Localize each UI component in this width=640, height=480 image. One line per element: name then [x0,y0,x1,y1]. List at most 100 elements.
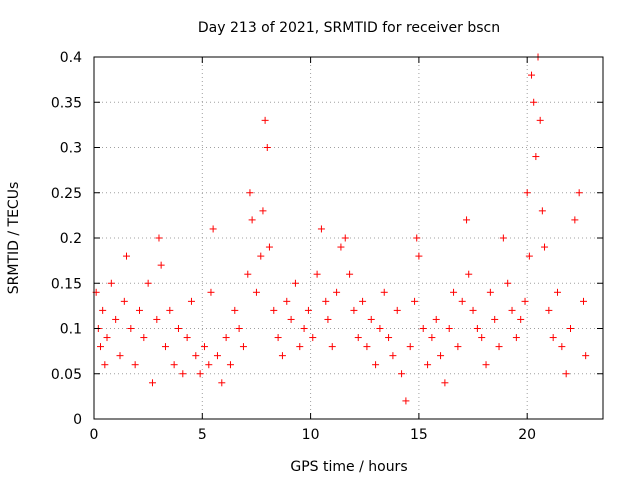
data-point [179,370,187,378]
data-point [523,189,531,197]
data-point [463,216,471,224]
data-point [406,343,414,351]
data-point [278,352,286,360]
data-point [402,397,410,405]
data-point [170,361,178,369]
data-point [196,370,204,378]
x-tick-label: 10 [302,427,320,443]
data-point [372,361,380,369]
data-point [437,352,445,360]
y-tick-label: 0.35 [51,95,82,111]
data-point [263,144,271,151]
data-point [261,116,269,124]
data-point [192,352,200,360]
data-point [445,325,453,332]
data-point [571,216,579,224]
data-point [376,325,384,332]
data-point [309,334,317,342]
data-point [530,98,538,106]
data-point [324,315,332,323]
x-axis-ticks: 0 5 10 15 20 [90,57,536,443]
data-point [495,343,503,351]
y-tick-label: 0.25 [51,186,82,202]
data-point [291,279,299,287]
data-point [558,343,566,351]
data-point [231,306,239,314]
data-point [538,207,546,215]
data-point [528,71,536,79]
data-point [389,352,397,360]
data-point [328,343,336,351]
data-point [99,306,107,314]
data-point [166,306,174,314]
data-point [393,306,401,314]
data-point [567,325,575,332]
data-point [549,334,557,342]
data-point [541,243,549,251]
data-point [246,189,254,197]
y-tick-label: 0 [73,412,82,428]
data-point [491,315,499,323]
y-tick-label: 0.3 [60,141,82,157]
data-point [304,306,312,314]
data-point [300,325,308,332]
data-point [413,234,421,242]
data-point [313,270,321,278]
data-point [473,325,481,332]
data-point [482,361,490,369]
data-point [545,306,553,314]
data-point [157,261,165,269]
data-point [508,306,516,314]
data-point [478,334,486,342]
y-tick-label: 0.05 [51,367,82,383]
data-point [517,315,525,323]
x-tick-label: 5 [198,427,207,443]
data-point [536,116,544,124]
data-point [287,315,295,323]
data-point [346,270,354,278]
data-point [441,379,449,387]
data-point [222,334,230,342]
data-point [367,315,375,323]
data-point [465,270,473,278]
data-point [259,207,267,215]
data-point [148,379,156,387]
data-point [432,315,440,323]
data-point [207,288,215,296]
data-point [107,279,115,287]
data-points [92,53,590,405]
data-point [174,325,182,332]
data-point [252,288,260,296]
data-point [380,288,388,296]
data-point [235,325,243,332]
data-point [428,334,436,342]
data-point [512,334,520,342]
data-point [525,252,533,260]
data-point [296,343,304,351]
data-point [419,325,427,332]
data-point [96,343,104,351]
data-point [532,153,540,161]
data-point [424,361,432,369]
y-tick-label: 0.2 [60,231,82,247]
data-point [265,243,273,251]
data-point [270,306,278,314]
data-point [415,252,423,260]
y-tick-label: 0.15 [51,276,82,292]
y-axis-ticks: 0 0.05 0.1 0.15 0.2 0.25 0.3 0.35 0.4 [51,50,603,428]
data-point [454,343,462,351]
data-point [333,288,341,296]
y-tick-label: 0.4 [60,50,82,66]
data-point [101,361,109,369]
data-point [504,279,512,287]
data-point [144,279,152,287]
data-point [554,288,562,296]
data-point [209,225,217,233]
data-point [213,352,221,360]
data-point [341,234,349,242]
x-tick-label: 0 [90,427,99,443]
data-point [153,315,161,323]
data-point [521,297,529,305]
x-tick-label: 15 [410,427,428,443]
data-point [562,370,570,378]
